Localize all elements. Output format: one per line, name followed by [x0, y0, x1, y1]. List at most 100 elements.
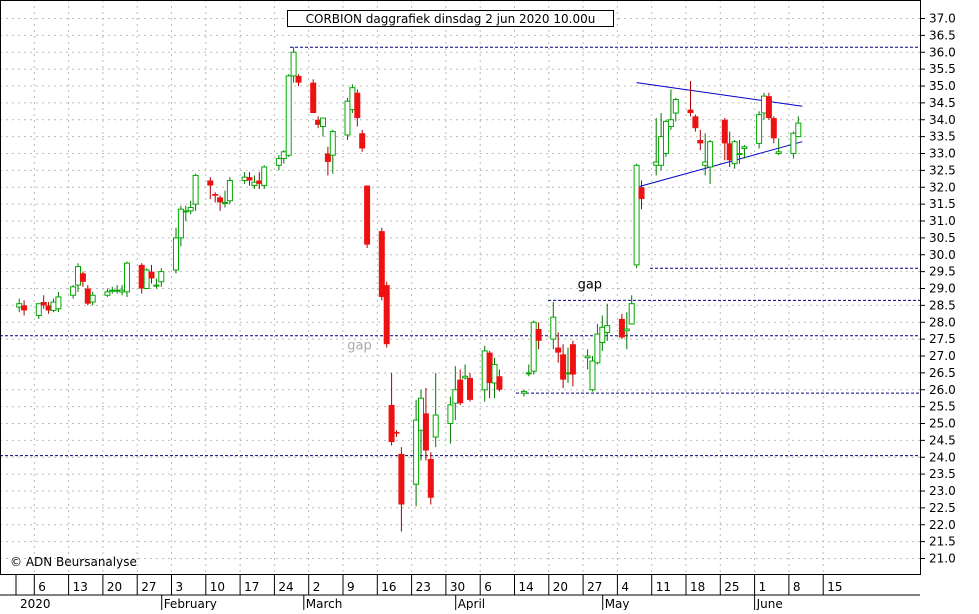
candle-down	[638, 180, 645, 210]
candle-body	[692, 116, 699, 129]
candle-body	[726, 143, 733, 161]
y-tick-label: 36.5	[929, 28, 956, 42]
candle-body	[653, 161, 660, 166]
candle-body	[731, 141, 738, 165]
candle-up	[320, 117, 326, 137]
candle-body	[207, 180, 214, 186]
candle-up	[731, 140, 738, 169]
y-tick-label: 24.0	[929, 450, 956, 464]
candle-up	[432, 372, 439, 448]
candle-down	[388, 372, 395, 446]
candle-body	[16, 303, 23, 308]
candle-body	[75, 266, 81, 286]
x-tick-label: 14	[519, 580, 534, 594]
candle-down	[467, 372, 473, 402]
candle-up	[173, 227, 179, 274]
candle-down	[207, 177, 214, 200]
candle-down	[393, 430, 400, 437]
candle-body	[138, 264, 145, 289]
candle-up	[594, 323, 601, 365]
x-tick-label: 20	[553, 580, 568, 594]
candle-body	[320, 117, 326, 127]
title-box: CORBION daggrafiek dinsdag 2 jun 2020 10…	[287, 10, 614, 27]
candle-body	[594, 333, 601, 364]
candle-up	[104, 288, 111, 297]
candle-up	[349, 84, 356, 113]
candle-up	[55, 291, 62, 313]
candle-body	[290, 51, 297, 77]
candle-body	[447, 404, 454, 424]
candle-up	[226, 177, 233, 205]
candle-up	[795, 116, 802, 138]
x-tick-label: 9	[347, 580, 355, 594]
x-tick-label: 18	[690, 580, 705, 594]
x-tick-label: 27	[141, 580, 156, 594]
candle-body	[555, 347, 562, 353]
candle-up	[775, 138, 782, 156]
candle-up	[124, 261, 130, 297]
x-tick-label: 3	[176, 580, 184, 594]
candle-up	[520, 389, 527, 397]
candle-up	[290, 47, 297, 83]
candle-up	[35, 303, 42, 319]
candle-body	[491, 363, 498, 384]
candle-up	[623, 312, 630, 350]
candle-body	[457, 379, 464, 404]
y-tick-label: 35.0	[929, 79, 956, 93]
y-tick-label: 21.0	[929, 552, 956, 566]
candle-body	[158, 271, 165, 283]
y-tick-label: 26.0	[929, 383, 956, 397]
x-tick-label: 24	[278, 580, 293, 594]
x-tick-label: 6	[484, 580, 492, 594]
candle-body	[432, 414, 439, 438]
candle-body	[173, 237, 179, 271]
y-tick-label: 31.5	[929, 197, 956, 211]
candle-body	[638, 187, 645, 200]
candle-up	[70, 285, 77, 299]
candle-down	[295, 74, 302, 86]
candle-down	[378, 227, 385, 301]
month-label: 2020	[20, 597, 51, 610]
candle-body	[217, 197, 224, 203]
y-tick-label: 23.0	[929, 484, 956, 498]
x-tick-label: 6	[38, 580, 46, 594]
candle-body	[143, 269, 150, 289]
candle-body	[486, 352, 493, 383]
candle-up	[153, 278, 160, 289]
candle-down	[569, 340, 576, 387]
candle-up	[672, 97, 679, 122]
candle-down	[486, 350, 493, 399]
candle-body	[104, 291, 111, 296]
candle-body	[246, 177, 253, 181]
levels-layer	[0, 46, 920, 457]
y-tick-label: 25.0	[929, 417, 956, 431]
candle-body	[349, 87, 356, 111]
candle-body	[398, 453, 405, 505]
candle-up	[707, 140, 714, 184]
candle-down	[726, 131, 733, 167]
candle-body	[584, 355, 591, 359]
candle-body	[599, 326, 606, 343]
x-tick-label: 25	[724, 580, 739, 594]
candle-body	[765, 96, 772, 119]
x-tick-label: 4	[621, 580, 629, 594]
candle-body	[481, 350, 488, 391]
candle-body	[795, 122, 802, 138]
month-label: June	[756, 597, 783, 610]
x-tick-label: 15	[827, 580, 842, 594]
candle-body	[148, 271, 155, 279]
candle-body	[790, 132, 797, 154]
candle-body	[70, 286, 77, 296]
candle-up	[413, 399, 420, 507]
axes-layer: 21.0 21.5 22.0 22.5 23.0 23.5 24.0 24.5 25.0 25.5…	[0, 12, 956, 611]
candle-down	[535, 322, 542, 350]
candle-body	[383, 285, 390, 345]
candle-body	[21, 305, 28, 311]
month-label: May	[605, 597, 630, 610]
candle-body	[628, 303, 635, 325]
candle-up	[584, 349, 591, 370]
candle-body	[212, 194, 219, 196]
y-tick-label: 37.0	[929, 12, 956, 26]
candle-body	[565, 372, 571, 375]
